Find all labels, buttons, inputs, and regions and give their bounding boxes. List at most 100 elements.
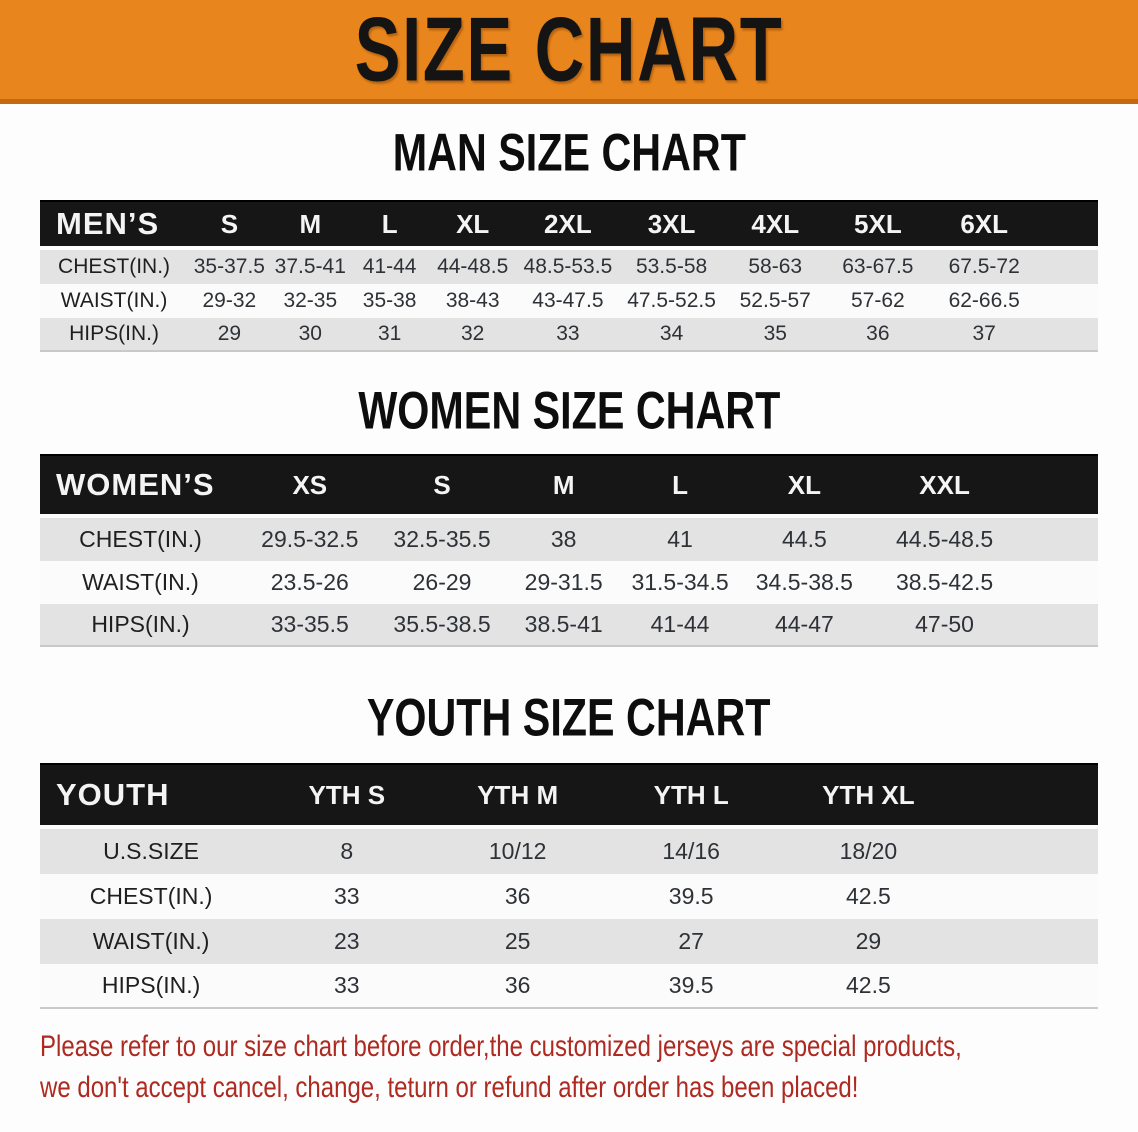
measurement-value: 37 — [928, 318, 1040, 352]
measurement-row: CHEST(IN.) 35-37.5 37.5-41 41-44 44-48.5 48.5… — [40, 250, 1098, 284]
measurement-value: 34.5-38.5 — [738, 561, 871, 604]
row-filler — [958, 829, 1098, 874]
measurement-value: 47-50 — [870, 604, 1019, 647]
measurement-value: 38 — [505, 518, 622, 561]
measurement-row-label: WAIST(IN.) — [40, 561, 242, 604]
size-column-header: M — [505, 454, 622, 518]
size-column-header: 6XL — [928, 200, 1040, 250]
footnote-line-1: Please refer to our size chart before or… — [40, 1030, 962, 1063]
size-column-header: M — [270, 200, 350, 250]
size-column-header: YTH L — [603, 763, 779, 829]
content: MAN SIZE CHART MEN’S S M L XL 2XL 3XL 4XL 5XL 6XL… — [0, 127, 1138, 1111]
measurement-value: 44-47 — [738, 604, 871, 647]
table-corner-label: MEN’S — [40, 200, 189, 250]
measurement-value: 38.5-41 — [505, 604, 622, 647]
measurement-row-label: HIPS(IN.) — [40, 604, 242, 647]
measurement-row: HIPS(IN.) 33 36 39.5 42.5 — [40, 964, 1098, 1009]
size-header-row: MEN’S S M L XL 2XL 3XL 4XL 5XL 6XL — [40, 200, 1098, 250]
measurement-row-label: CHEST(IN.) — [40, 874, 263, 919]
row-filler — [1039, 318, 1098, 352]
row-filler — [1018, 604, 1098, 647]
measurement-row: CHEST(IN.) 33 36 39.5 42.5 — [40, 874, 1098, 919]
measurement-value: 44.5 — [738, 518, 871, 561]
size-header-row: WOMEN’S XS S M L XL XXL — [40, 454, 1098, 518]
measurement-value: 35-37.5 — [188, 250, 271, 284]
size-column-header: XL — [429, 200, 517, 250]
measurement-value: 35-38 — [349, 284, 430, 318]
women-section-heading: WOMEN SIZE CHART — [0, 382, 1138, 441]
measurement-value: 25 — [431, 919, 604, 964]
measurement-value: 29.5-32.5 — [241, 518, 379, 561]
women-section-heading-text: WOMEN SIZE CHART — [358, 382, 780, 441]
men-section-heading: MAN SIZE CHART — [0, 127, 1138, 180]
measurement-value: 23 — [262, 919, 432, 964]
measurement-value: 35 — [723, 318, 828, 352]
youth-size-table: YOUTH YTH S YTH M YTH L YTH XL U.S.SIZE 8 10/12… — [40, 763, 1098, 1009]
measurement-value: 47.5-52.5 — [619, 284, 724, 318]
size-column-header: YTH XL — [778, 763, 959, 829]
measurement-value: 39.5 — [603, 874, 779, 919]
measurement-value: 32.5-35.5 — [378, 518, 506, 561]
measurement-row-label: U.S.SIZE — [40, 829, 263, 874]
measurement-value: 33 — [262, 874, 432, 919]
measurement-value: 62-66.5 — [928, 284, 1040, 318]
measurement-value: 36 — [431, 874, 604, 919]
measurement-row: CHEST(IN.) 29.5-32.5 32.5-35.5 38 41 44.5 44.5… — [40, 518, 1098, 561]
measurement-value: 41-44 — [349, 250, 430, 284]
measurement-value: 48.5-53.5 — [516, 250, 620, 284]
size-column-header: 2XL — [516, 200, 620, 250]
measurement-value: 32 — [429, 318, 517, 352]
size-column-header: L — [621, 454, 739, 518]
row-filler — [1039, 250, 1098, 284]
row-filler — [1018, 561, 1098, 604]
size-column-header: 3XL — [619, 200, 724, 250]
measurement-value: 42.5 — [778, 964, 959, 1009]
women-size-chart-section: WOMEN SIZE CHART WOMEN’S XS S M L XL XXL CHEST(… — [0, 382, 1138, 647]
measurement-value: 58-63 — [723, 250, 828, 284]
measurement-row: HIPS(IN.) 33-35.5 35.5-38.5 38.5-41 41-44 44-… — [40, 604, 1098, 647]
measurement-row: WAIST(IN.) 23 25 27 29 — [40, 919, 1098, 964]
measurement-value: 52.5-57 — [723, 284, 828, 318]
size-column-header: XL — [738, 454, 871, 518]
measurement-value: 29 — [188, 318, 271, 352]
women-size-table: WOMEN’S XS S M L XL XXL CHEST(IN.) 29.5-32.5 32.5… — [40, 454, 1098, 647]
measurement-value: 63-67.5 — [827, 250, 929, 284]
order-policy-footnote: Please refer to our size chart before or… — [40, 1029, 1138, 1111]
men-size-chart-section: MAN SIZE CHART MEN’S S M L XL 2XL 3XL 4XL 5XL 6XL… — [0, 127, 1138, 352]
measurement-value: 14/16 — [603, 829, 779, 874]
size-column-header: S — [188, 200, 271, 250]
measurement-value: 41-44 — [621, 604, 739, 647]
men-size-table: MEN’S S M L XL 2XL 3XL 4XL 5XL 6XL CHEST(IN.) 35-37… — [40, 200, 1098, 352]
measurement-value: 37.5-41 — [270, 250, 350, 284]
measurement-value: 67.5-72 — [928, 250, 1040, 284]
measurement-value: 44-48.5 — [429, 250, 517, 284]
row-filler — [958, 919, 1098, 964]
measurement-value: 32-35 — [270, 284, 350, 318]
measurement-value: 18/20 — [778, 829, 959, 874]
header-filler — [1018, 454, 1098, 518]
measurement-value: 42.5 — [778, 874, 959, 919]
table-corner-label: WOMEN’S — [40, 454, 242, 518]
banner-title: SIZE CHART — [354, 0, 784, 101]
measurement-value: 31.5-34.5 — [621, 561, 739, 604]
size-column-header: L — [349, 200, 430, 250]
youth-size-chart-section: YOUTH SIZE CHART YOUTH YTH S YTH M YTH L YTH… — [0, 692, 1138, 1009]
header-filler — [958, 763, 1098, 829]
size-column-header: XS — [241, 454, 379, 518]
measurement-value: 33 — [516, 318, 620, 352]
size-column-header: 4XL — [723, 200, 828, 250]
measurement-value: 31 — [349, 318, 430, 352]
size-column-header: 5XL — [827, 200, 929, 250]
header-filler — [1039, 200, 1098, 250]
measurement-row-label: HIPS(IN.) — [40, 964, 263, 1009]
row-filler — [1018, 518, 1098, 561]
measurement-value: 34 — [619, 318, 724, 352]
footnote-line-2: we don't accept cancel, change, teturn o… — [40, 1071, 859, 1104]
measurement-value: 8 — [262, 829, 432, 874]
measurement-value: 23.5-26 — [241, 561, 379, 604]
size-column-header: YTH M — [431, 763, 604, 829]
measurement-value: 33-35.5 — [241, 604, 379, 647]
measurement-value: 26-29 — [378, 561, 506, 604]
measurement-value: 38-43 — [429, 284, 517, 318]
measurement-value: 43-47.5 — [516, 284, 620, 318]
